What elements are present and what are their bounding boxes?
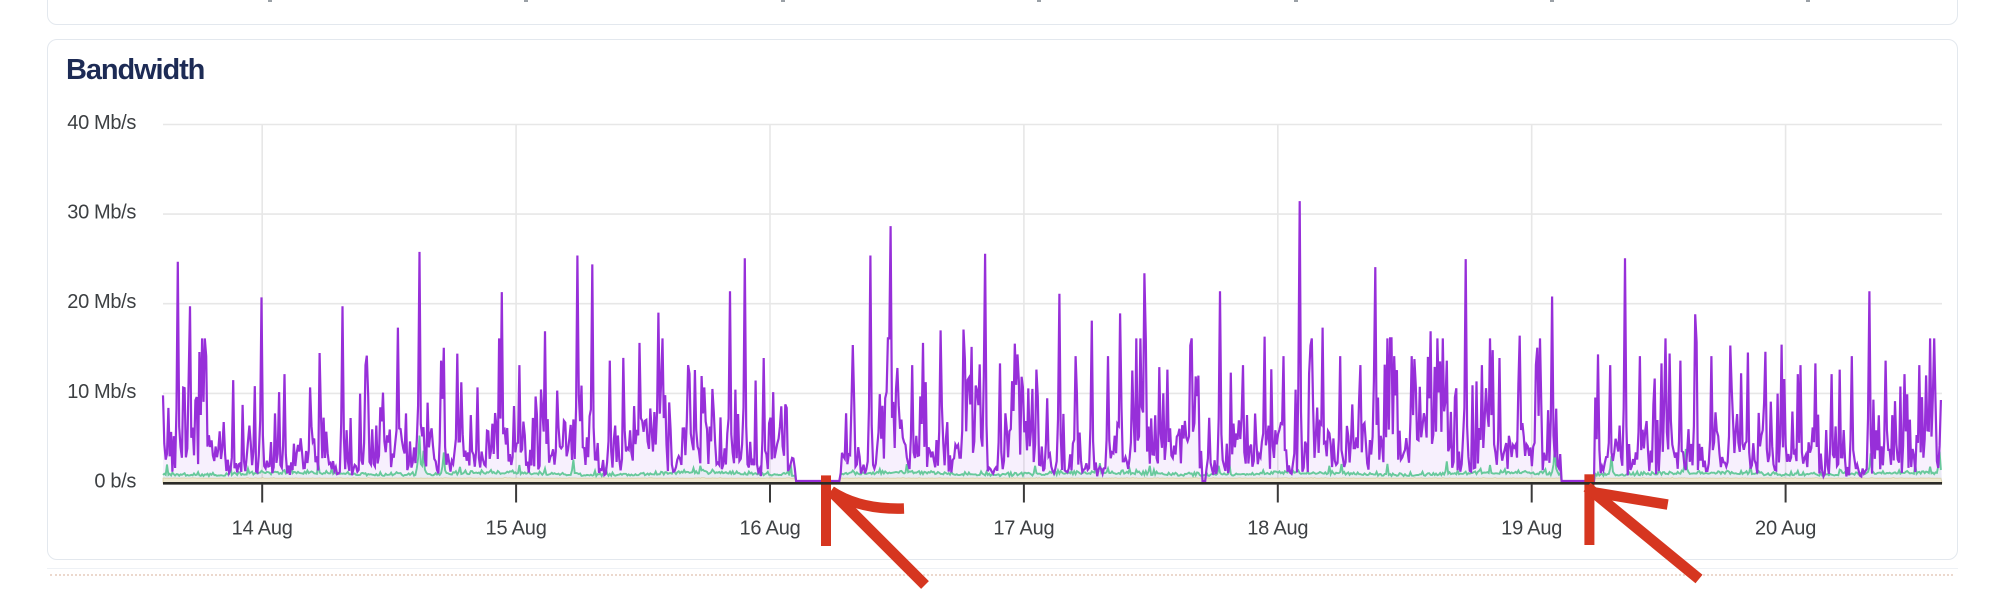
svg-text:0 b/s: 0 b/s	[94, 471, 136, 493]
svg-text:20 Mb/s: 20 Mb/s	[67, 291, 136, 313]
svg-text:15 Aug: 15 Aug	[486, 518, 547, 540]
svg-text:19 Aug: 19 Aug	[1501, 518, 1562, 540]
svg-text:14 Aug: 14 Aug	[232, 518, 293, 540]
svg-text:17 Aug: 17 Aug	[993, 518, 1054, 540]
svg-text:10 Mb/s: 10 Mb/s	[67, 381, 136, 403]
svg-text:20 Aug: 20 Aug	[1755, 518, 1816, 540]
svg-text:16 Aug: 16 Aug	[739, 518, 800, 540]
svg-text:40 Mb/s: 40 Mb/s	[67, 112, 136, 134]
svg-text:18 Aug: 18 Aug	[1247, 518, 1308, 540]
svg-text:30 Mb/s: 30 Mb/s	[67, 202, 136, 224]
